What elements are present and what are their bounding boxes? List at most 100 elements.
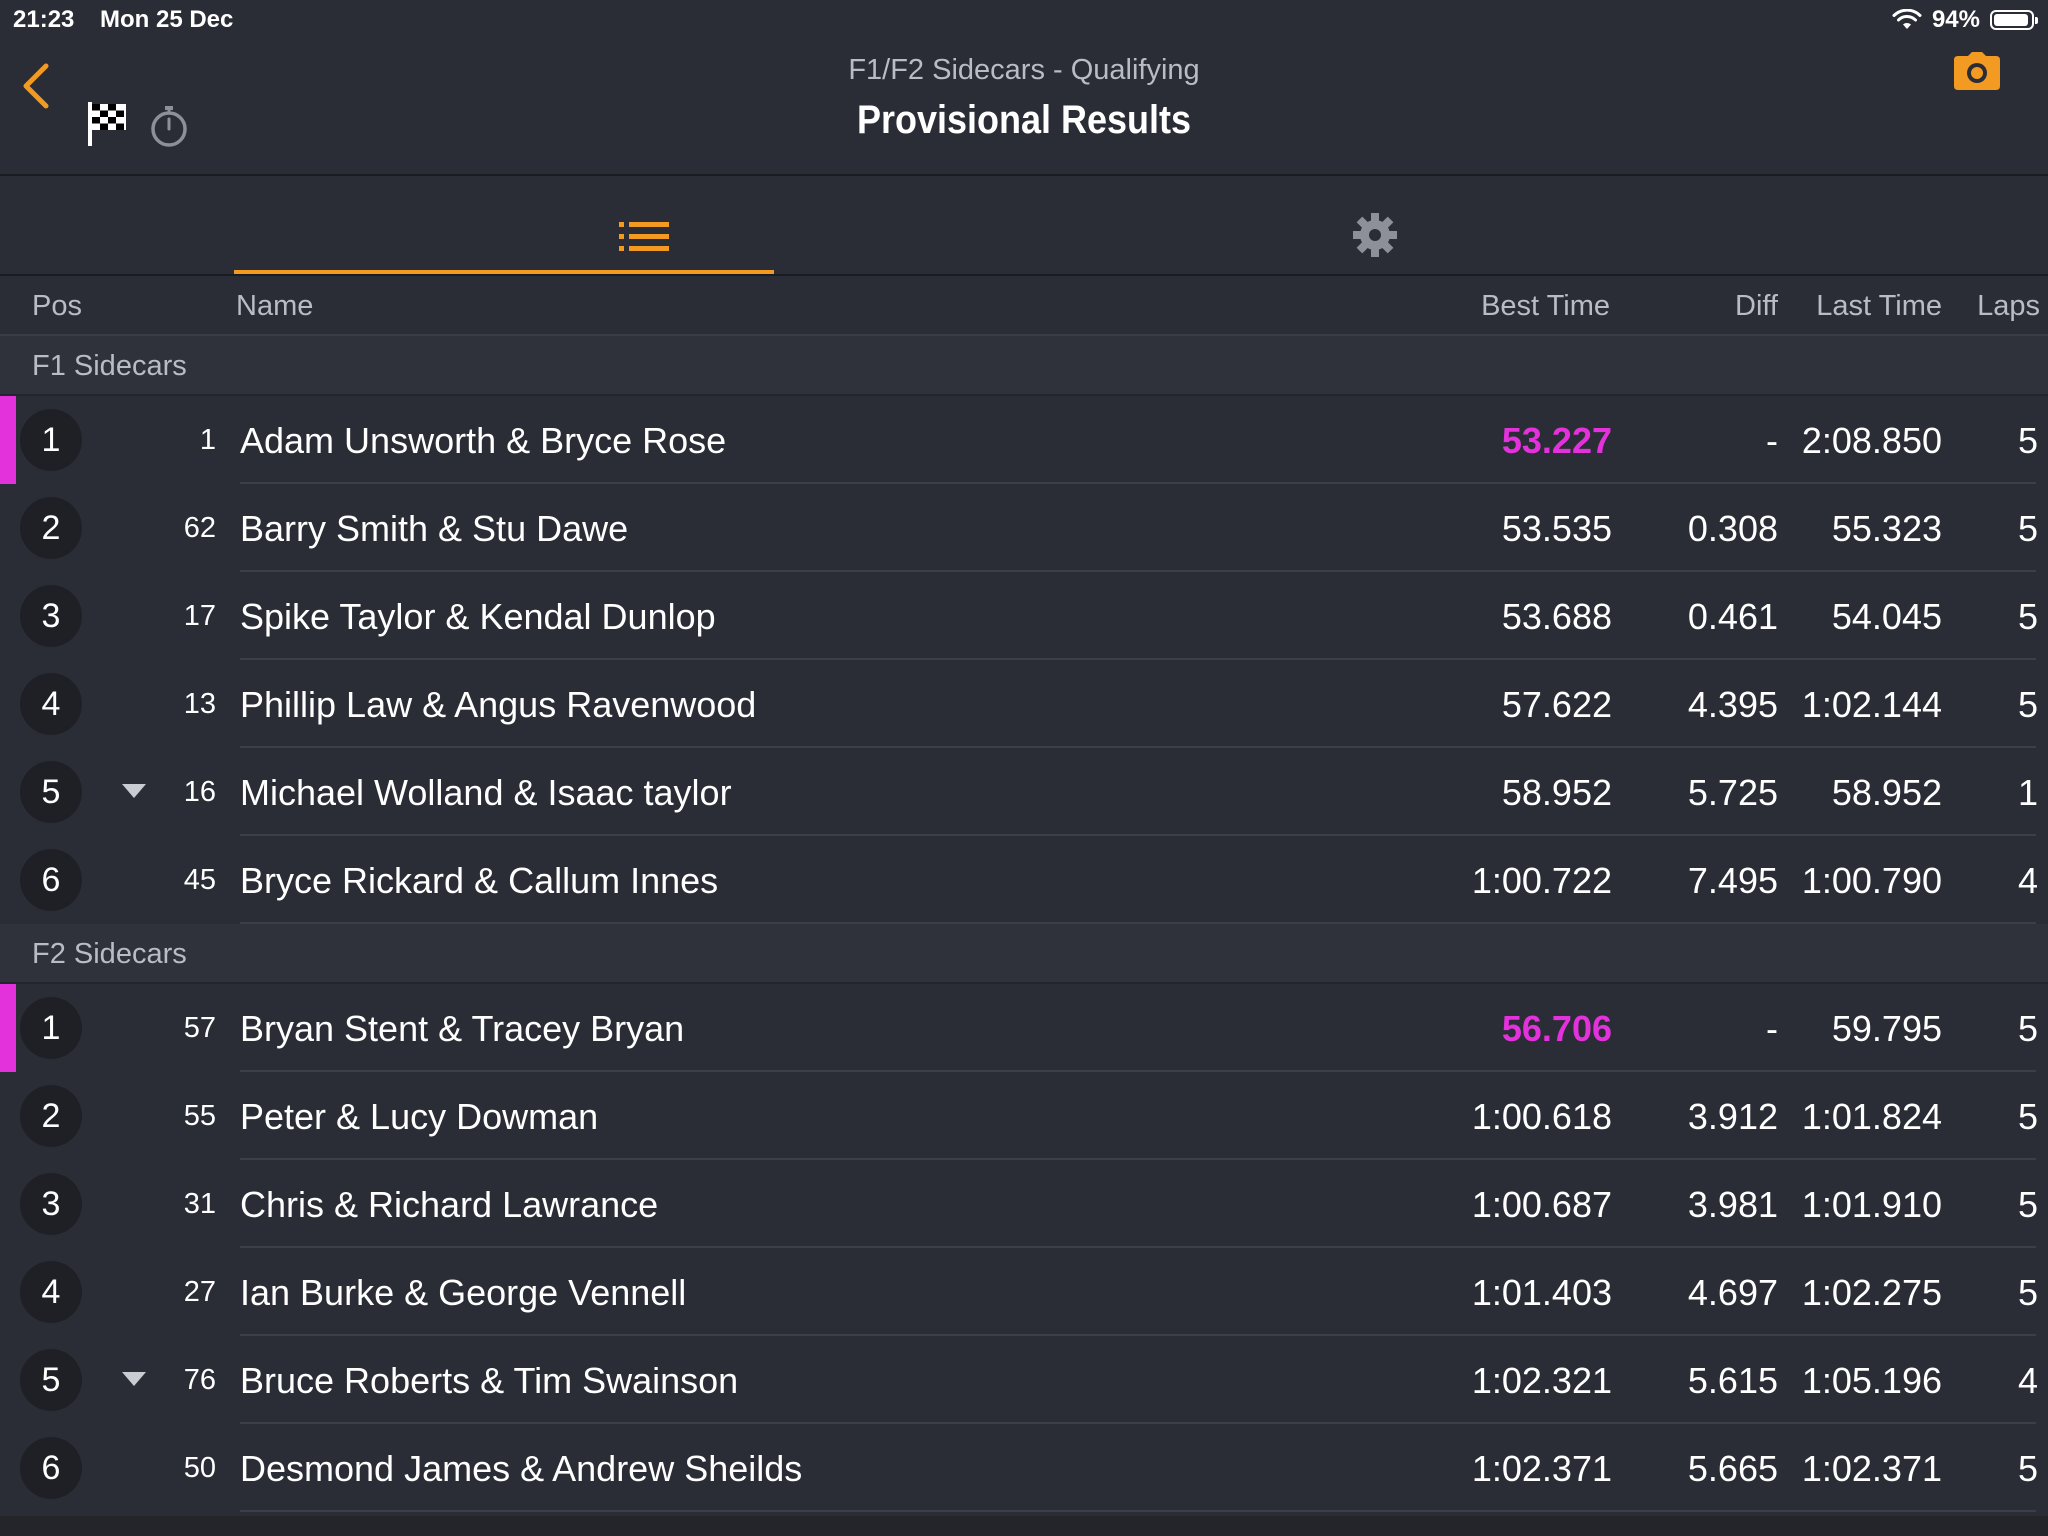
position-value: 6	[41, 860, 61, 899]
lap-count: 5	[2017, 1008, 2038, 1049]
position-value: 3	[41, 1184, 61, 1223]
car-number: 16	[183, 776, 216, 808]
table-row[interactable]: 4 27 Ian Burke & George Vennell 1:01.403 4.6…	[0, 1248, 2048, 1336]
table-row[interactable]: 6 45 Bryce Rickard & Callum Innes 1:00.722 7…	[0, 836, 2048, 924]
driver-names: Spike Taylor & Kendal Dunlop	[240, 596, 716, 637]
row-divider	[240, 658, 2036, 660]
position-badge: 4	[20, 673, 82, 735]
table-row[interactable]: 6 50 Desmond James & Andrew Sheilds 1:02.37…	[0, 1424, 2048, 1512]
tab-settings[interactable]	[1300, 176, 1450, 274]
position-value: 4	[41, 684, 61, 723]
time-diff: 3.912	[1687, 1096, 1778, 1137]
row-divider	[240, 1158, 2036, 1160]
back-button[interactable]	[18, 60, 58, 112]
table-row[interactable]: 5 76 Bruce Roberts & Tim Swainson 1:02.321 5…	[0, 1336, 2048, 1424]
best-time: 53.535	[1501, 508, 1612, 549]
gear-icon	[1353, 213, 1397, 257]
best-time: 1:02.321	[1471, 1360, 1612, 1401]
last-time: 1:01.824	[1801, 1096, 1942, 1137]
last-time: 58.952	[1831, 772, 1942, 813]
time-diff: -	[1766, 1008, 1778, 1049]
car-number: 57	[183, 1012, 216, 1044]
column-header-name[interactable]: Name	[236, 290, 314, 322]
page-subtitle: F1/F2 Sidecars - Qualifying	[848, 54, 1200, 86]
best-time: 1:00.618	[1471, 1096, 1612, 1137]
row-divider	[240, 1334, 2036, 1336]
chevron-left-icon	[23, 63, 49, 109]
camera-icon	[1954, 52, 2000, 90]
best-time: 53.688	[1501, 596, 1612, 637]
last-time: 1:02.275	[1801, 1272, 1942, 1313]
section-title: F2 Sidecars	[32, 938, 187, 970]
status-time: 21:23	[13, 6, 75, 33]
lap-count: 5	[2017, 420, 2038, 461]
table-row[interactable]: 1 57 Bryan Stent & Tracey Bryan 56.706 - 59.7…	[0, 984, 2048, 1072]
table-row[interactable]: 3 17 Spike Taylor & Kendal Dunlop 53.688 0.4…	[0, 572, 2048, 660]
position-badge: 6	[20, 1437, 82, 1499]
best-time: 1:00.722	[1471, 860, 1612, 901]
checkered-flag-icon	[88, 102, 126, 146]
last-time: 55.323	[1831, 508, 1942, 549]
active-tab-underline	[234, 270, 774, 274]
best-time: 57.622	[1501, 684, 1612, 725]
car-number: 31	[183, 1188, 216, 1220]
car-number: 13	[183, 688, 216, 720]
column-header-diff[interactable]: Diff	[1735, 290, 1778, 322]
time-diff: 4.395	[1687, 684, 1778, 725]
time-diff: 7.495	[1687, 860, 1778, 901]
table-row[interactable]: 2 55 Peter & Lucy Dowman 1:00.618 3.912 1:01.…	[0, 1072, 2048, 1160]
status-right: 94%	[1892, 6, 2038, 34]
time-diff: 0.461	[1687, 596, 1778, 637]
column-header-laps[interactable]: Laps	[1977, 290, 2040, 322]
table-row[interactable]: 1 1 Adam Unsworth & Bryce Rose 53.227 -2:08.…	[0, 396, 2048, 484]
car-number: 45	[183, 864, 216, 896]
section-header: F2 Sidecars	[0, 924, 2048, 984]
position-badge: 4	[20, 1261, 82, 1323]
time-diff: 5.665	[1687, 1448, 1778, 1489]
lap-count: 5	[2017, 1448, 2038, 1489]
best-time: 1:00.687	[1471, 1184, 1612, 1225]
position-badge: 1	[20, 997, 82, 1059]
column-headers: Pos Name Best Time Diff Last Time Laps	[0, 276, 2048, 336]
position-badge: 5	[20, 761, 82, 823]
driver-names: Ian Burke & George Vennell	[240, 1272, 687, 1313]
car-number: 27	[183, 1276, 216, 1308]
last-time: 59.795	[1831, 1008, 1942, 1049]
section-title: F1 Sidecars	[32, 350, 187, 382]
position-value: 4	[41, 1272, 61, 1311]
time-diff: 5.615	[1687, 1360, 1778, 1401]
screenshot-button[interactable]	[1954, 52, 2000, 95]
table-row[interactable]: 3 31 Chris & Richard Lawrance 1:00.687 3.981…	[0, 1160, 2048, 1248]
table-row[interactable]: 2 62 Barry Smith & Stu Dawe 53.535 0.308 55.3…	[0, 484, 2048, 572]
header: F1/F2 Sidecars - Qualifying Provisional …	[0, 40, 2048, 176]
driver-names: Barry Smith & Stu Dawe	[240, 508, 629, 549]
last-time: 1:00.790	[1801, 860, 1942, 901]
row-divider	[240, 1510, 2036, 1512]
bottom-strip	[0, 1516, 2048, 1536]
tab-results[interactable]	[234, 176, 774, 274]
position-value: 2	[41, 1096, 61, 1135]
lap-count: 5	[2017, 1184, 2038, 1225]
lap-count: 5	[2017, 684, 2038, 725]
lap-count: 5	[2017, 1096, 2038, 1137]
last-time: 1:02.144	[1801, 684, 1942, 725]
position-badge: 6	[20, 849, 82, 911]
position-value: 1	[41, 420, 61, 459]
driver-names: Adam Unsworth & Bryce Rose	[240, 420, 727, 461]
lap-count: 5	[2017, 1272, 2038, 1313]
wifi-icon	[1892, 9, 1922, 29]
column-header-best-time[interactable]: Best Time	[1481, 290, 1610, 322]
position-value: 3	[41, 596, 61, 635]
row-divider	[240, 1246, 2036, 1248]
row-divider	[240, 1070, 2036, 1072]
position-badge: 5	[20, 1349, 82, 1411]
status-bar: 21:23 Mon 25 Dec 94%	[0, 0, 2048, 40]
table-row[interactable]: 4 13 Phillip Law & Angus Ravenwood 57.622 4.…	[0, 660, 2048, 748]
best-time: 58.952	[1501, 772, 1612, 813]
table-row[interactable]: 5 16 Michael Wolland & Isaac taylor 58.952 5…	[0, 748, 2048, 836]
column-header-last-time[interactable]: Last Time	[1816, 290, 1942, 322]
row-divider	[240, 570, 2036, 572]
position-value: 1	[41, 1008, 61, 1047]
column-header-pos[interactable]: Pos	[32, 290, 82, 322]
page-title: Provisional Results	[856, 98, 1192, 142]
